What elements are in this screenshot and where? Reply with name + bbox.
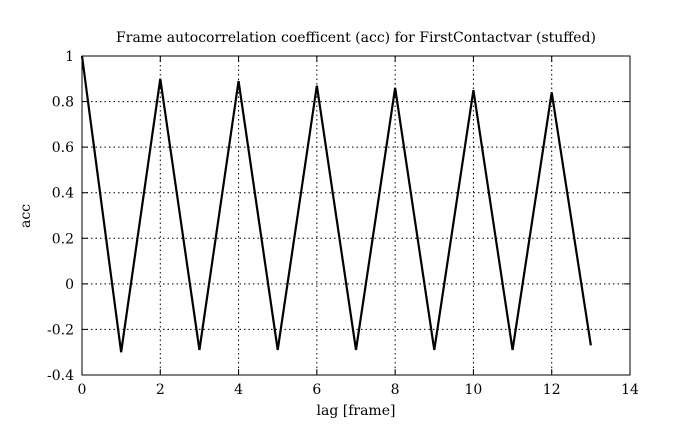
y-tick-label: 0 xyxy=(65,277,74,293)
acc-series-line xyxy=(80,55,592,353)
grid-lines xyxy=(82,56,630,375)
y-tick-label: 0.4 xyxy=(52,186,74,202)
x-tick-label: 6 xyxy=(312,382,321,398)
y-tick-label: -0.4 xyxy=(47,368,74,384)
x-tick-label: 14 xyxy=(621,382,639,398)
series-layer xyxy=(80,55,592,353)
x-tick-label: 12 xyxy=(543,382,561,398)
axis-ticks: 0 2 4 6 8 10 12 14 -0.4 -0.2 0 0.2 0.4 0.6 0.8 1 xyxy=(47,49,639,398)
plot-frame xyxy=(81,55,631,376)
chart-title: Frame autocorrelation coefficent (acc) f… xyxy=(116,30,596,46)
x-tick-label: 0 xyxy=(78,382,87,398)
x-tick-label: 8 xyxy=(391,382,400,398)
x-tick-label: 10 xyxy=(465,382,483,398)
x-axis-label: lag [frame] xyxy=(317,403,396,419)
y-tick-label: 0.2 xyxy=(52,231,74,247)
y-tick-label: 0.6 xyxy=(52,140,74,156)
x-tick-label: 4 xyxy=(234,382,243,398)
y-tick-label: 1 xyxy=(65,49,74,65)
y-tick-label: -0.2 xyxy=(47,322,74,338)
x-tick-label: 2 xyxy=(156,382,165,398)
y-axis-label: acc xyxy=(18,204,34,228)
y-tick-label: 0.8 xyxy=(52,95,74,111)
